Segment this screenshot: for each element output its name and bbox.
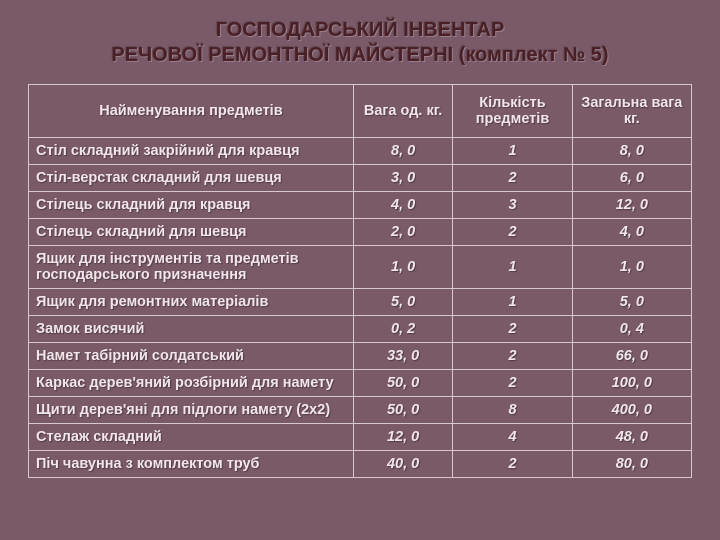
table-header: Найменування предметів Вага од. кг. Кіль… <box>29 85 692 138</box>
cell-total: 400, 0 <box>572 397 691 424</box>
cell-weight: 0, 2 <box>353 316 452 343</box>
cell-weight: 3, 0 <box>353 165 452 192</box>
cell-total: 4, 0 <box>572 219 691 246</box>
cell-total: 1, 0 <box>572 246 691 289</box>
cell-name: Стілець складний для шевця <box>29 219 354 246</box>
cell-name: Ящик для ремонтних матеріалів <box>29 289 354 316</box>
cell-qty: 2 <box>453 451 572 478</box>
cell-total: 6, 0 <box>572 165 691 192</box>
col-header-weight: Вага од. кг. <box>353 85 452 138</box>
table-row: Стілець складний для кравця4, 0312, 0 <box>29 192 692 219</box>
table-row: Піч чавунна з комплектом труб40, 0280, 0 <box>29 451 692 478</box>
table-body: Стіл складний закрійний для кравця8, 018… <box>29 138 692 478</box>
cell-qty: 2 <box>453 165 572 192</box>
cell-total: 8, 0 <box>572 138 691 165</box>
cell-name: Стелаж складний <box>29 424 354 451</box>
cell-qty: 3 <box>453 192 572 219</box>
cell-total: 66, 0 <box>572 343 691 370</box>
col-header-qty: Кількість предметів <box>453 85 572 138</box>
cell-name: Щити дерев'яні для підлоги намету (2х2) <box>29 397 354 424</box>
cell-qty: 1 <box>453 246 572 289</box>
table-row: Стіл складний закрійний для кравця8, 018… <box>29 138 692 165</box>
cell-name: Каркас дерев'яний розбірний для намету <box>29 370 354 397</box>
cell-weight: 2, 0 <box>353 219 452 246</box>
cell-weight: 4, 0 <box>353 192 452 219</box>
cell-name: Замок висячий <box>29 316 354 343</box>
table-row: Каркас дерев'яний розбірний для намету50… <box>29 370 692 397</box>
table-row: Замок висячий0, 220, 4 <box>29 316 692 343</box>
cell-weight: 1, 0 <box>353 246 452 289</box>
cell-total: 100, 0 <box>572 370 691 397</box>
table-row: Стілець складний для шевця2, 024, 0 <box>29 219 692 246</box>
cell-name: Стіл-верстак складний для шевця <box>29 165 354 192</box>
cell-qty: 2 <box>453 370 572 397</box>
page: ГОСПОДАРСЬКИЙ ІНВЕНТАР РЕЧОВОЇ РЕМОНТНОЇ… <box>0 0 720 540</box>
cell-weight: 33, 0 <box>353 343 452 370</box>
cell-name: Стілець складний для кравця <box>29 192 354 219</box>
cell-qty: 1 <box>453 138 572 165</box>
cell-qty: 8 <box>453 397 572 424</box>
table-row: Ящик для інструментів та предметів госпо… <box>29 246 692 289</box>
title-line-2: РЕЧОВОЇ РЕМОНТНОЇ МАЙСТЕРНІ (комплект № … <box>111 44 608 66</box>
cell-qty: 2 <box>453 343 572 370</box>
table-row: Щити дерев'яні для підлоги намету (2х2)5… <box>29 397 692 424</box>
cell-name: Ящик для інструментів та предметів госпо… <box>29 246 354 289</box>
cell-weight: 5, 0 <box>353 289 452 316</box>
cell-name: Стіл складний закрійний для кравця <box>29 138 354 165</box>
col-header-name: Найменування предметів <box>29 85 354 138</box>
title-line-1: ГОСПОДАРСЬКИЙ ІНВЕНТАР <box>216 19 505 41</box>
cell-weight: 50, 0 <box>353 397 452 424</box>
cell-qty: 2 <box>453 219 572 246</box>
cell-name: Намет табірний солдатський <box>29 343 354 370</box>
cell-qty: 1 <box>453 289 572 316</box>
cell-qty: 4 <box>453 424 572 451</box>
cell-weight: 8, 0 <box>353 138 452 165</box>
cell-total: 48, 0 <box>572 424 691 451</box>
table-row: Ящик для ремонтних матеріалів5, 015, 0 <box>29 289 692 316</box>
inventory-table: Найменування предметів Вага од. кг. Кіль… <box>28 84 692 478</box>
cell-qty: 2 <box>453 316 572 343</box>
cell-total: 5, 0 <box>572 289 691 316</box>
cell-weight: 12, 0 <box>353 424 452 451</box>
cell-weight: 40, 0 <box>353 451 452 478</box>
cell-name: Піч чавунна з комплектом труб <box>29 451 354 478</box>
table-row: Намет табірний солдатський33, 0266, 0 <box>29 343 692 370</box>
table-row: Стелаж складний12, 0448, 0 <box>29 424 692 451</box>
cell-weight: 50, 0 <box>353 370 452 397</box>
cell-total: 12, 0 <box>572 192 691 219</box>
col-header-total: Загальна вага кг. <box>572 85 691 138</box>
table-row: Стіл-верстак складний для шевця3, 026, 0 <box>29 165 692 192</box>
cell-total: 80, 0 <box>572 451 691 478</box>
cell-total: 0, 4 <box>572 316 691 343</box>
page-title: ГОСПОДАРСЬКИЙ ІНВЕНТАР РЕЧОВОЇ РЕМОНТНОЇ… <box>28 18 692 68</box>
